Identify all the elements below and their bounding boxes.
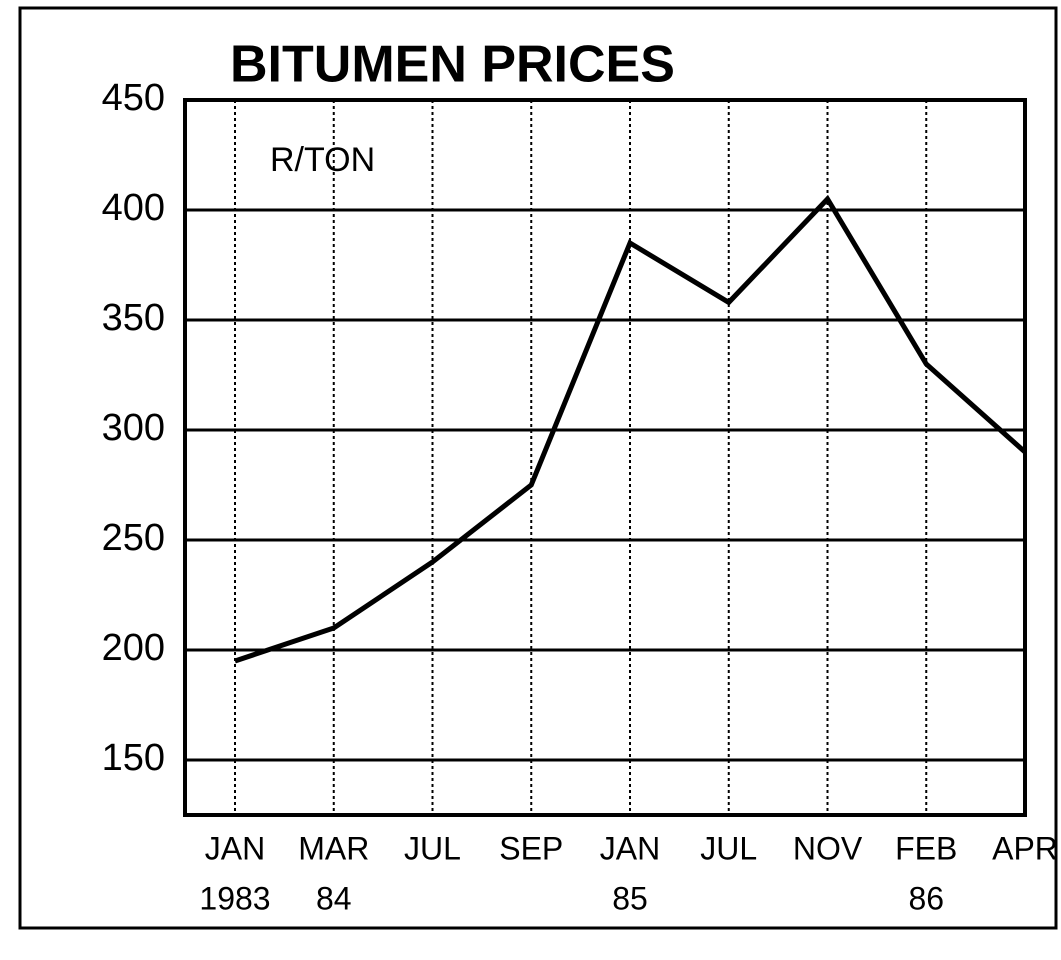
x-year-label: 85 — [612, 880, 648, 916]
x-year-label: 86 — [908, 880, 944, 916]
y-tick-label: 350 — [102, 297, 165, 339]
unit-label: R/TON — [270, 141, 375, 179]
y-tick-label: 450 — [102, 77, 165, 119]
x-tick-label: JAN — [205, 830, 265, 866]
x-tick-label: JUL — [700, 830, 757, 866]
plot-area — [183, 98, 1027, 817]
x-tick-label: NOV — [793, 830, 863, 866]
line — [234, 194, 1027, 664]
y-tick-label: 300 — [102, 407, 165, 449]
y-tick-label: 250 — [102, 517, 165, 559]
frame — [18, 6, 1058, 930]
y-tick-label: 150 — [102, 737, 165, 779]
y-tick-label: 400 — [102, 187, 165, 229]
x-tick-label: MAR — [298, 830, 369, 866]
x-year-label: 1983 — [199, 880, 270, 916]
x-tick-label: JUL — [404, 830, 461, 866]
chart-title: BITUMEN PRICES — [230, 36, 675, 94]
x-tick-label: FEB — [895, 830, 957, 866]
x-tick-label: APR — [992, 830, 1058, 866]
x-tick-label: SEP — [499, 830, 563, 866]
y-tick-label: 200 — [102, 627, 165, 669]
x-tick-label: JAN — [600, 830, 660, 866]
x-year-label: 84 — [316, 880, 352, 916]
